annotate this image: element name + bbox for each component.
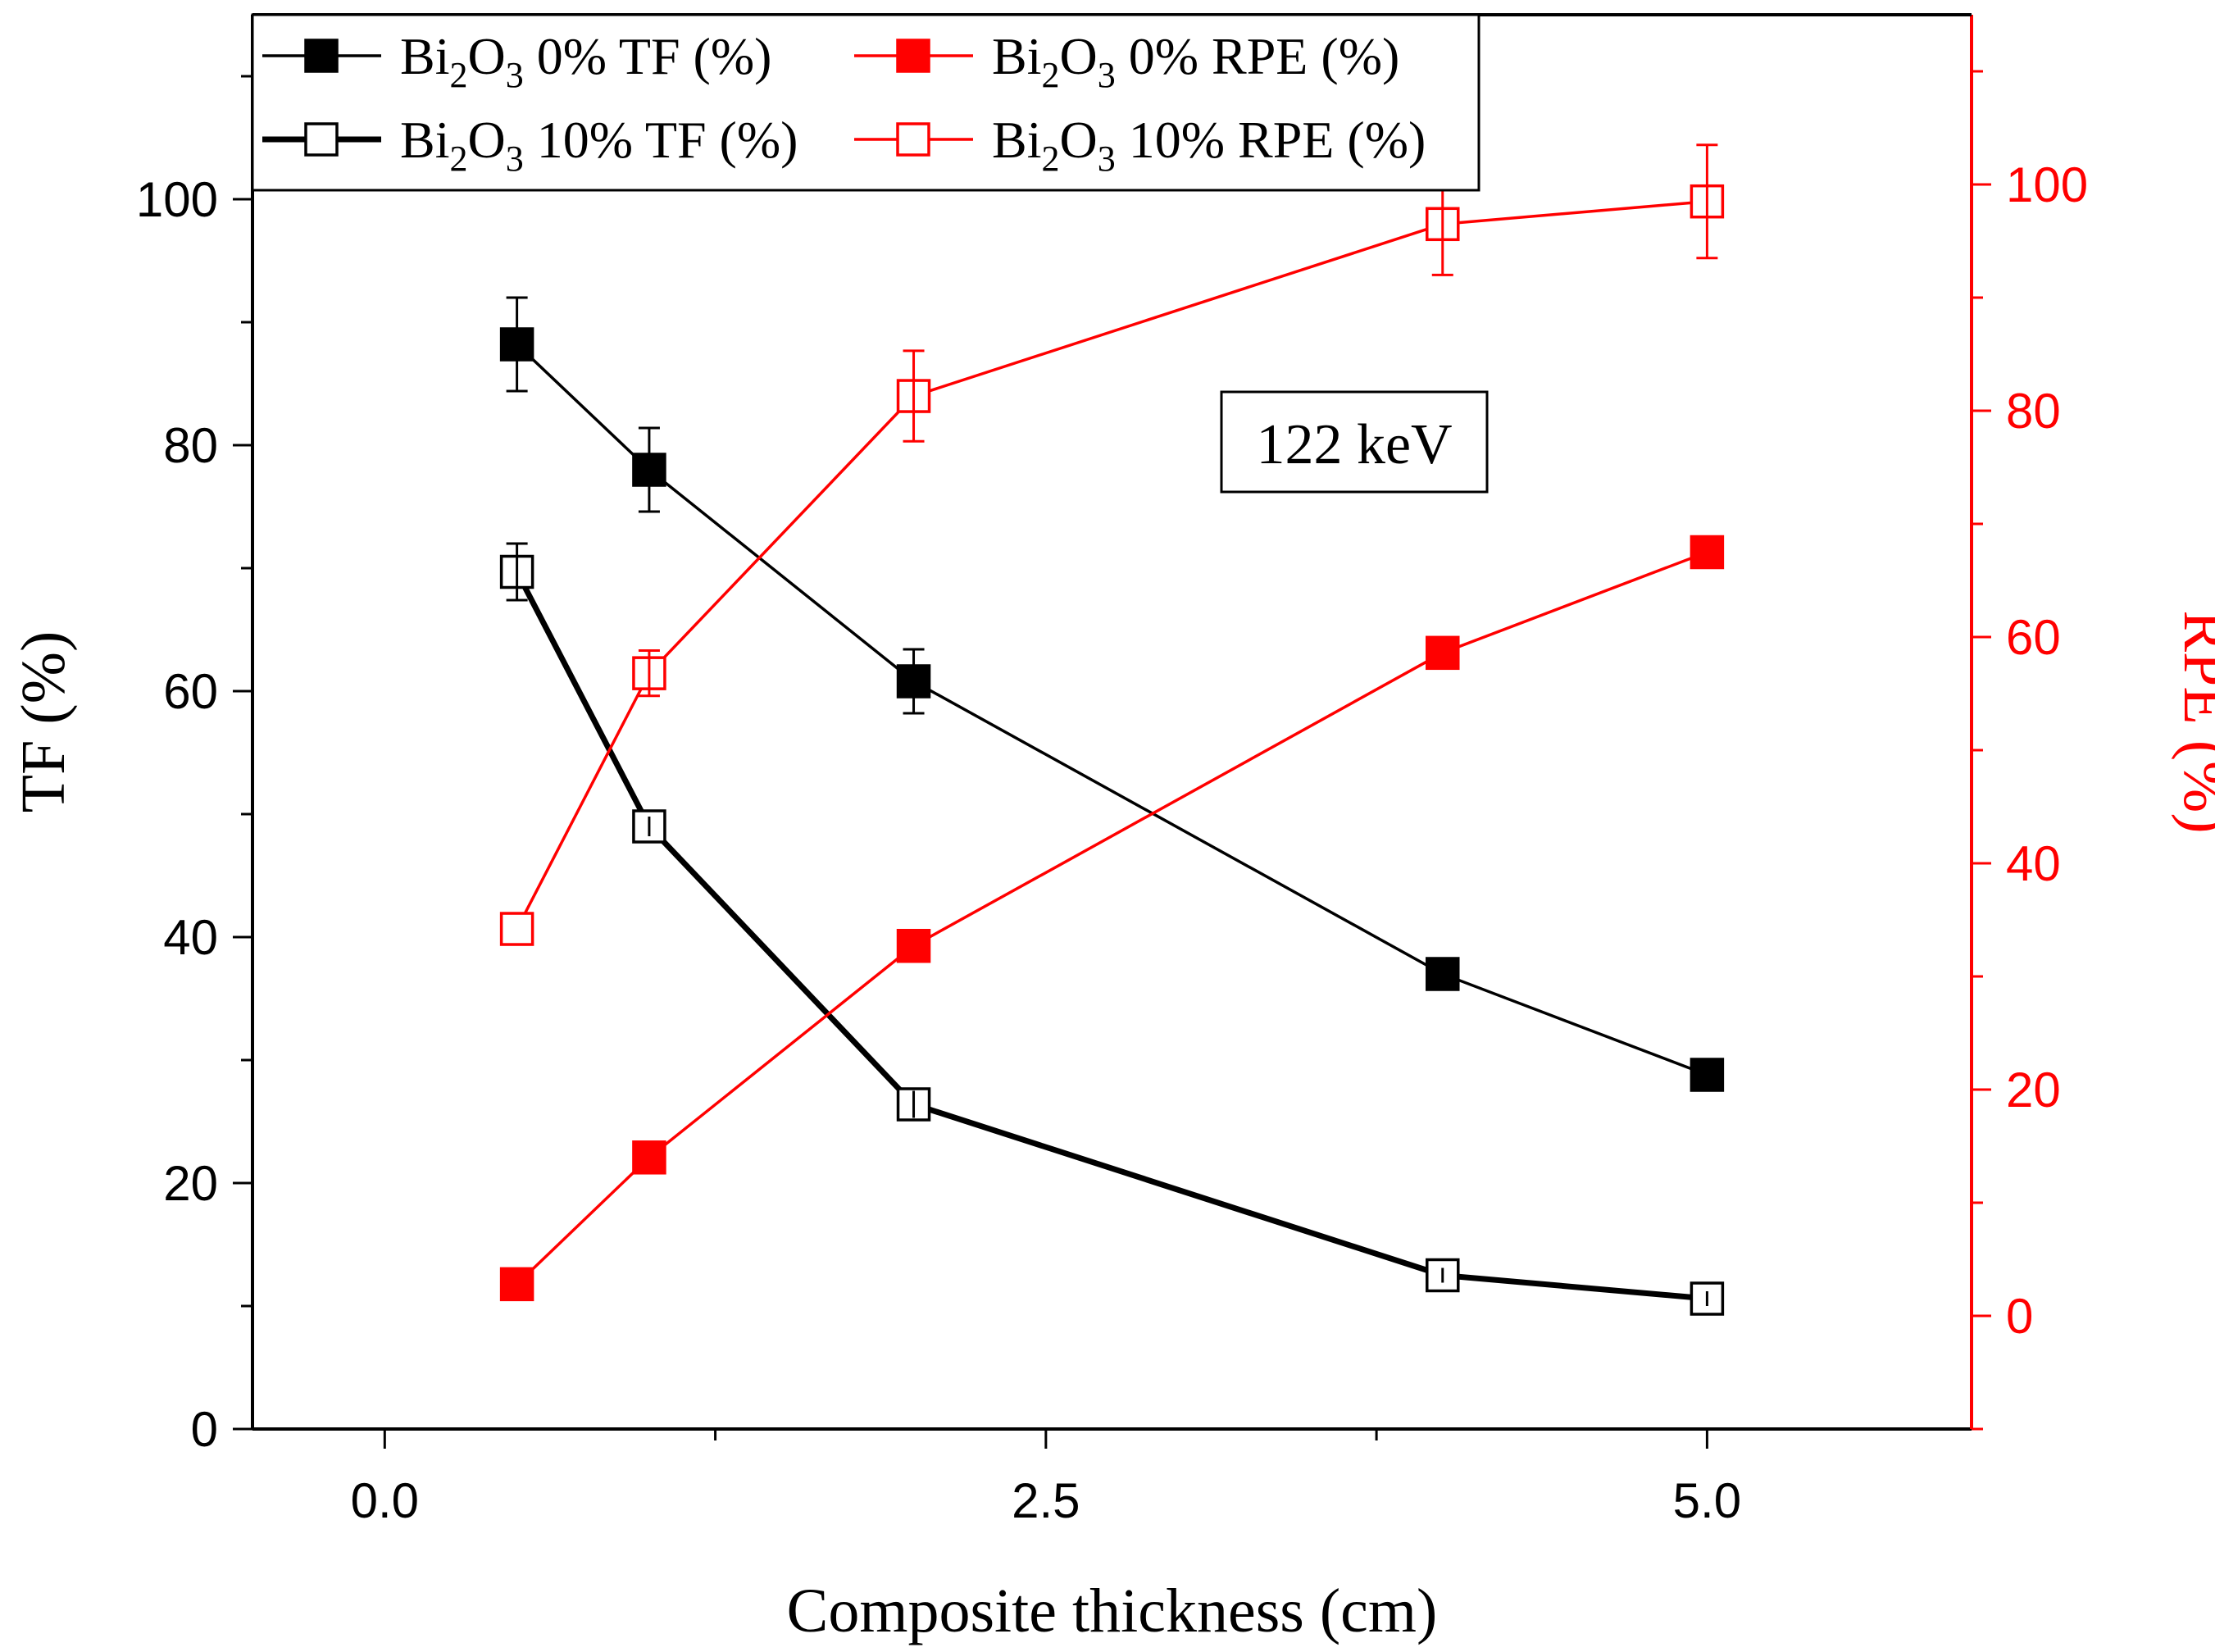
y-right-tick-label: 0 (2006, 1289, 2033, 1344)
legend-text-legend_suffix: 0% RPE (%) (1116, 27, 1400, 85)
data-point-tf0 (1426, 957, 1460, 991)
y-right-tick-label: 100 (2006, 157, 2088, 212)
y-left-tick-label: 0 (191, 1402, 218, 1457)
legend-text-legend_suffix: 10% TF (%) (524, 111, 798, 169)
y-right-tick-label: 40 (2006, 836, 2061, 891)
legend-box (251, 13, 1480, 192)
legend-marker-tf0 (304, 39, 339, 73)
y-left-tick-label: 80 (163, 418, 218, 473)
y-right-tick-label: 80 (2006, 384, 2061, 439)
data-point-tf0 (896, 664, 931, 699)
y-right-axis-label: RPE (%) (2171, 610, 2215, 833)
legend-text-legend_mid: O (1059, 27, 1097, 85)
legend-marker-rpe10 (896, 122, 930, 157)
legend-text-legend_sub1: 2 (449, 139, 467, 179)
annotation-text: 122 keV (1256, 413, 1452, 476)
data-point-rpe0 (1690, 535, 1725, 570)
data-point-rpe0 (632, 1140, 666, 1175)
y-left-axis-label: TF (%) (9, 631, 78, 813)
y-left-tick-label: 60 (163, 664, 218, 719)
legend-label-rpe10: Bi2O3 10% RPE (%) (992, 111, 1426, 179)
legend-text-legend_sub2: 3 (1098, 55, 1116, 95)
legend: Bi2O3 0% TF (%)Bi2O3 10% TF (%)Bi2O3 0% … (251, 13, 1480, 192)
legend-text-legend_sub2: 3 (506, 55, 524, 95)
legend-marker-tf10 (304, 122, 339, 157)
data-point-rpe10 (499, 912, 534, 946)
legend-text-legend_base: Bi (400, 111, 449, 169)
y-right-tick-label: 20 (2006, 1063, 2061, 1117)
data-point-tf0 (632, 453, 666, 487)
legend-text-legend_sub1: 2 (449, 55, 467, 95)
legend-text-legend_suffix: 0% TF (%) (524, 27, 772, 85)
y-left-tick-label: 100 (136, 172, 218, 227)
data-point-rpe0 (1426, 635, 1460, 671)
annotation-layer: 122 keV (1220, 390, 1489, 494)
annotation-box (1220, 390, 1489, 494)
legend-text-legend_mid: O (467, 27, 505, 85)
data-point-tf0 (1690, 1058, 1725, 1092)
x-axis-label: Composite thickness (cm) (787, 1577, 1438, 1645)
data-point-rpe0 (499, 1267, 534, 1302)
legend-text-legend_base: Bi (400, 27, 449, 85)
y-right-tick-label: 60 (2006, 610, 2061, 665)
legend-label-tf10: Bi2O3 10% TF (%) (400, 111, 798, 179)
legend-text-legend_mid: O (1059, 111, 1097, 169)
data-point-rpe0 (896, 928, 931, 963)
y-left-tick-label: 40 (163, 910, 218, 965)
legend-text-legend_sub2: 3 (1098, 139, 1116, 179)
legend-text-legend_sub1: 2 (1041, 139, 1059, 179)
legend-text-legend_sub1: 2 (1041, 55, 1059, 95)
legend-text-legend_mid: O (467, 111, 505, 169)
legend-label-rpe0: Bi2O3 0% RPE (%) (992, 27, 1399, 95)
legend-label-tf0: Bi2O3 0% TF (%) (400, 27, 771, 95)
legend-text-legend_sub2: 3 (506, 139, 524, 179)
x-tick-label: 5.0 (1673, 1473, 1741, 1528)
legend-text-legend_base: Bi (992, 27, 1041, 85)
data-point-tf0 (499, 327, 534, 362)
legend-text-legend_base: Bi (992, 111, 1041, 169)
y-left-tick-label: 20 (163, 1156, 218, 1211)
legend-text-legend_suffix: 10% RPE (%) (1116, 111, 1426, 169)
x-tick-label: 0.0 (351, 1473, 419, 1528)
x-tick-label: 2.5 (1012, 1473, 1080, 1528)
legend-marker-rpe0 (896, 39, 930, 73)
series-layer (499, 143, 1725, 1316)
